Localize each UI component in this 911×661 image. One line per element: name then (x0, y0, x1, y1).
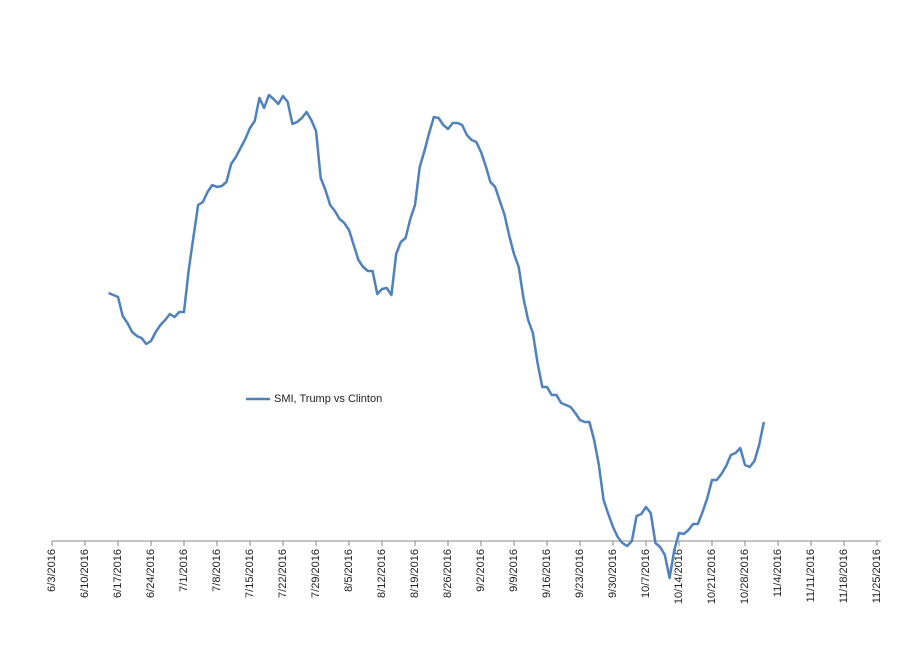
x-tick-label: 6/10/2016 (79, 549, 91, 598)
x-tick-label: 7/22/2016 (277, 549, 289, 598)
x-tick-label: 10/7/2016 (640, 549, 652, 598)
x-tick-label: 11/18/2016 (838, 549, 850, 603)
x-tick-label: 7/29/2016 (310, 549, 322, 598)
x-tick-label: 10/28/2016 (739, 549, 751, 604)
x-tick-label: 9/30/2016 (607, 549, 619, 598)
x-tick-label: 11/4/2016 (772, 549, 784, 597)
x-tick-label: 10/14/2016 (673, 549, 685, 604)
x-tick-label: 9/23/2016 (574, 549, 586, 598)
data-line (108, 93, 766, 580)
x-tick-label: 11/25/2016 (871, 549, 883, 603)
x-tick-label: 8/26/2016 (442, 549, 454, 598)
x-tick-label: 6/3/2016 (46, 549, 58, 592)
x-tick-label: 6/17/2016 (112, 549, 124, 598)
x-tick-label: 7/1/2016 (178, 549, 190, 592)
x-tick-label: 8/19/2016 (409, 549, 421, 598)
x-tick-label: 9/9/2016 (508, 549, 520, 592)
x-tick-label: 7/15/2016 (244, 549, 256, 598)
x-tick-label: 9/2/2016 (475, 549, 487, 592)
x-tick-label: 8/5/2016 (343, 549, 355, 592)
x-tick-label: 7/8/2016 (211, 549, 223, 592)
x-tick-label: 11/11/2016 (805, 549, 817, 602)
x-tick-label: 8/12/2016 (376, 549, 388, 598)
x-tick-label: 10/21/2016 (706, 549, 718, 604)
x-tick-label: 6/24/2016 (145, 549, 157, 598)
x-tick-label: 9/16/2016 (541, 549, 553, 598)
legend-label: SMI, Trump vs Clinton (274, 393, 382, 405)
